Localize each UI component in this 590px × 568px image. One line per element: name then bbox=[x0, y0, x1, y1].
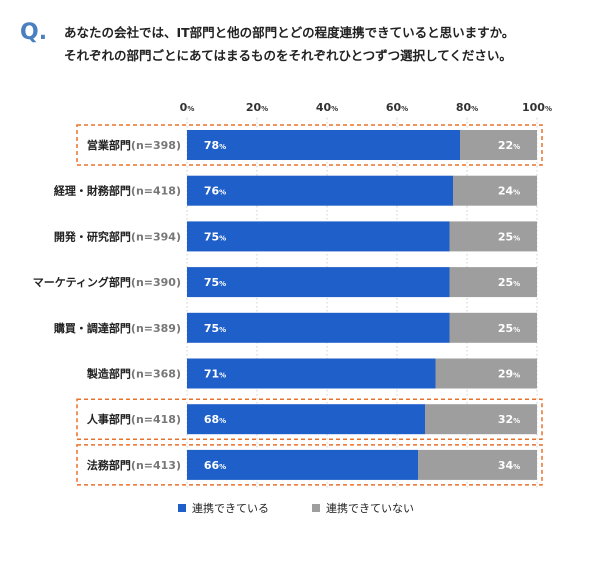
x-tick-label: 0% bbox=[180, 101, 195, 114]
bar-connected bbox=[187, 221, 450, 252]
bar-not-connected bbox=[449, 267, 537, 298]
data-label: 78% bbox=[204, 139, 226, 152]
highlight-frame bbox=[76, 124, 543, 166]
highlight-frame bbox=[76, 444, 543, 486]
legend-item-connected: 連携できている bbox=[178, 500, 269, 516]
bar-connected bbox=[187, 130, 460, 160]
data-label: 22% bbox=[498, 139, 520, 152]
data-label: 32% bbox=[498, 413, 520, 426]
data-label: 29% bbox=[498, 368, 520, 381]
legend-label-connected: 連携できている bbox=[192, 502, 269, 515]
category-label: 人事部門(n=418) bbox=[87, 412, 181, 426]
data-label: 66% bbox=[204, 459, 226, 472]
bar-not-connected bbox=[435, 358, 537, 389]
bar-connected bbox=[187, 449, 418, 480]
data-label: 24% bbox=[498, 185, 520, 198]
data-label: 76% bbox=[204, 185, 226, 198]
category-label: 開発・研究部門(n=394) bbox=[54, 229, 181, 243]
bar-not-connected bbox=[449, 312, 537, 343]
x-tick-label: 40% bbox=[316, 101, 338, 114]
highlight-frame bbox=[76, 398, 543, 440]
data-label: 34% bbox=[498, 459, 520, 472]
data-label: 25% bbox=[498, 322, 520, 335]
bar-connected bbox=[187, 267, 450, 298]
data-label: 75% bbox=[204, 230, 226, 243]
x-tick-label: 100% bbox=[522, 101, 552, 114]
bar-not-connected bbox=[453, 175, 537, 206]
legend-label-not-connected: 連携できていない bbox=[326, 502, 414, 515]
question-text-line-2: それぞれの部門ごとにあてはまるものをそれぞれひとつずつ選択してください。 bbox=[64, 48, 512, 63]
data-label: 25% bbox=[498, 230, 520, 243]
category-label: 営業部門(n=398) bbox=[87, 138, 181, 152]
bar-connected bbox=[187, 358, 436, 389]
bar-not-connected bbox=[460, 130, 537, 160]
bar-not-connected bbox=[418, 449, 537, 480]
category-label: 経理・財務部門(n=418) bbox=[54, 184, 181, 198]
legend-item-not-connected: 連携できていない bbox=[312, 500, 414, 516]
bar-connected bbox=[187, 404, 425, 435]
bar-connected bbox=[187, 175, 453, 206]
data-label: 75% bbox=[204, 276, 226, 289]
data-label: 68% bbox=[204, 413, 226, 426]
question-text-line-1: あなたの会社では、IT部門と他の部門とどの程度連携できていると思いますか。 bbox=[64, 25, 515, 40]
category-label: 製造部門(n=368) bbox=[86, 367, 181, 381]
legend-swatch-not-connected bbox=[312, 504, 320, 512]
question-mark: Q. bbox=[20, 20, 48, 45]
category-label: 購買・調達部門(n=389) bbox=[53, 321, 181, 335]
data-label: 71% bbox=[204, 368, 226, 381]
legend-swatch-connected bbox=[178, 504, 186, 512]
category-label: 法務部門(n=413) bbox=[87, 458, 181, 472]
data-label: 75% bbox=[204, 322, 226, 335]
x-tick-label: 20% bbox=[246, 101, 268, 114]
bar-not-connected bbox=[449, 221, 537, 252]
x-tick-label: 60% bbox=[386, 101, 408, 114]
bar-connected bbox=[187, 312, 450, 343]
bar-not-connected bbox=[425, 404, 537, 435]
x-tick-label: 80% bbox=[456, 101, 478, 114]
data-label: 25% bbox=[498, 276, 520, 289]
category-label: マーケティング部門(n=390) bbox=[33, 275, 181, 289]
